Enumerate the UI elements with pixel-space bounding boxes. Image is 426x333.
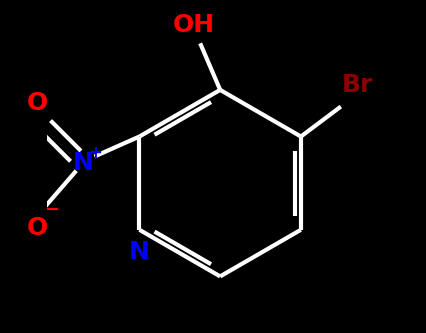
Text: −: − [44, 201, 60, 219]
Text: N: N [72, 151, 93, 175]
Text: OH: OH [172, 13, 214, 37]
Text: +: + [88, 144, 102, 162]
Text: O: O [27, 91, 49, 115]
Text: O: O [27, 216, 49, 240]
Text: Br: Br [341, 73, 372, 97]
Text: N: N [129, 240, 150, 264]
